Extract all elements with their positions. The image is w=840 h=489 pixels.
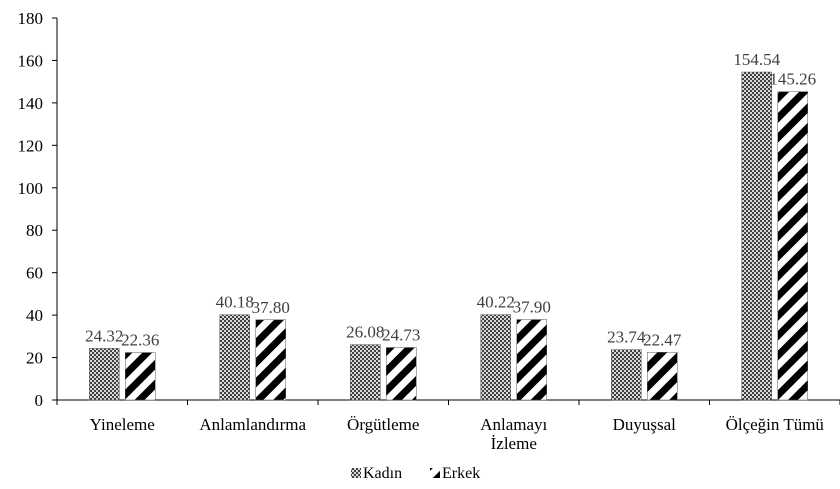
y-tick-label: 0 bbox=[35, 391, 44, 410]
x-category-label: Duyuşsal bbox=[613, 415, 677, 434]
x-category-label: Ölçeğin Tümü bbox=[726, 415, 825, 434]
data-label: 40.18 bbox=[216, 293, 254, 312]
data-label: 145.26 bbox=[769, 70, 816, 89]
bar-kadin bbox=[89, 348, 120, 401]
y-tick-label: 20 bbox=[26, 349, 43, 368]
bar-kadin bbox=[611, 349, 642, 401]
data-label: 37.90 bbox=[513, 298, 551, 317]
bar-erkek bbox=[516, 319, 547, 401]
data-label: 24.32 bbox=[85, 326, 123, 345]
bar-kadin bbox=[741, 71, 772, 401]
bar-kadin bbox=[480, 314, 511, 401]
y-tick-label: 60 bbox=[26, 264, 43, 283]
legend-label: Kadın bbox=[363, 465, 402, 482]
y-tick-label: 140 bbox=[18, 94, 44, 113]
x-category-label: İzleme bbox=[491, 434, 537, 453]
bar-erkek bbox=[125, 352, 156, 401]
data-label: 26.08 bbox=[346, 323, 384, 342]
legend: Kadın Erkek bbox=[351, 465, 480, 482]
y-axis: 0 20 40 60 80 100 120 140 160 180 bbox=[18, 9, 58, 410]
x-category-label: Yineleme bbox=[90, 415, 155, 434]
data-label: 40.22 bbox=[477, 293, 515, 312]
bar-erkek bbox=[255, 319, 286, 401]
bar-kadin bbox=[350, 344, 381, 401]
y-tick-label: 100 bbox=[18, 179, 44, 198]
x-category-label: Anlamlandırma bbox=[199, 415, 306, 434]
y-tick-label: 80 bbox=[26, 221, 43, 240]
bar-erkek bbox=[647, 352, 678, 401]
y-tick-label: 180 bbox=[18, 9, 44, 28]
bar-erkek bbox=[386, 347, 417, 401]
data-label: 23.74 bbox=[607, 328, 646, 347]
legend-swatch bbox=[430, 468, 440, 478]
y-tick-label: 40 bbox=[26, 306, 43, 325]
data-label: 154.54 bbox=[733, 50, 780, 69]
legend-swatch bbox=[351, 468, 361, 478]
x-axis: Yineleme Anlamlandırma Örgütleme Anlamayıİz… bbox=[56, 399, 840, 453]
bars bbox=[89, 71, 808, 401]
bar-erkek bbox=[777, 91, 808, 401]
y-tick-label: 160 bbox=[18, 51, 44, 70]
x-category-label: Örgütleme bbox=[347, 415, 419, 434]
bar-kadin bbox=[219, 314, 250, 401]
x-category-label: Anlamayı bbox=[480, 415, 547, 434]
data-label: 22.47 bbox=[643, 330, 682, 349]
y-tick-label: 120 bbox=[18, 136, 44, 155]
legend-label: Erkek bbox=[442, 465, 480, 482]
data-label: 24.73 bbox=[382, 326, 420, 345]
data-label: 22.36 bbox=[121, 331, 159, 350]
data-label: 37.80 bbox=[252, 298, 290, 317]
